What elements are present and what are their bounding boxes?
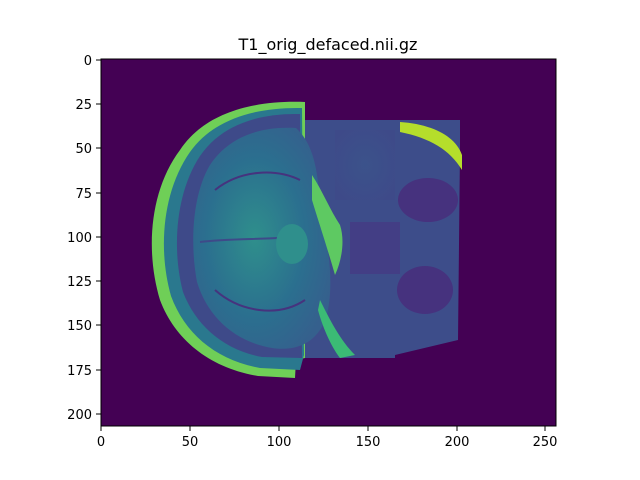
y-tick-label: 150 (67, 319, 92, 334)
nasal-cavity (350, 222, 400, 274)
image-title: T1_orig_defaced.nii.gz (238, 35, 418, 55)
x-tick-label: 150 (356, 435, 381, 450)
x-tick-label: 200 (445, 435, 470, 450)
x-tick-label: 0 (97, 435, 105, 450)
axes-frame (100, 58, 557, 427)
tissue-mid (335, 130, 395, 200)
y-tick-label: 100 (67, 231, 92, 246)
y-axis: 0 25 50 75 100 125 150 175 200 (67, 54, 101, 423)
x-tick-label: 100 (267, 435, 292, 450)
y-tick-label: 125 (67, 275, 92, 290)
y-tick-label: 175 (67, 364, 92, 379)
face-skin-right (400, 122, 462, 170)
brainstem (276, 224, 308, 264)
x-axis: 0 50 100 150 200 250 (97, 426, 558, 450)
y-tick-label: 50 (75, 142, 92, 157)
muscle-lower (318, 300, 355, 358)
y-tick-label: 75 (75, 187, 92, 202)
muscle-left (312, 175, 343, 275)
brain-fold-lower (214, 289, 306, 312)
orbit-lower (397, 266, 453, 314)
cerebellum-fold (214, 171, 301, 191)
x-tick-label: 250 (533, 435, 558, 450)
y-tick-label: 0 (84, 54, 92, 69)
y-tick-label: 200 (67, 408, 92, 423)
orbit-upper (398, 178, 458, 222)
y-tick-label: 25 (75, 98, 92, 113)
x-tick-label: 50 (182, 435, 199, 450)
mri-image (101, 59, 556, 426)
